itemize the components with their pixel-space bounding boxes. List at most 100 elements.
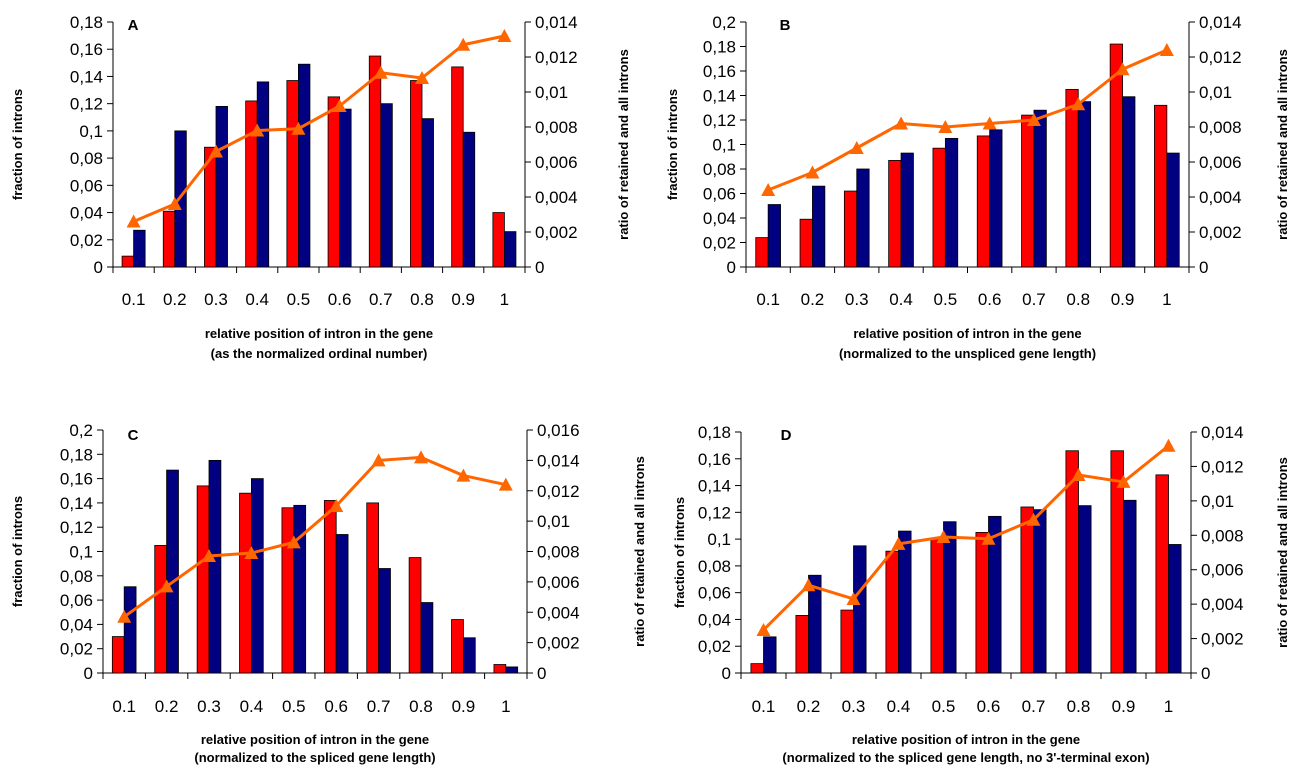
left-y-tick-label: 0,12	[698, 503, 731, 522]
ratio-line	[762, 444, 1170, 632]
bar-red	[196, 485, 210, 674]
bar-red	[154, 545, 167, 674]
bar-red	[795, 615, 809, 674]
right-y-tick-label: 0,002	[1201, 630, 1244, 649]
x-tick-label: 0.9	[1111, 290, 1135, 309]
x-tick-label: 0.1	[756, 290, 780, 309]
ratio-triangle-marker	[894, 116, 909, 130]
left-y-tick-label: 0,08	[70, 149, 103, 168]
right-y-tick-label: 0,008	[535, 118, 578, 137]
ratio-triangle-marker	[756, 622, 771, 636]
right-y-tick-label: 0,01	[535, 83, 568, 102]
ratio-triangle-marker	[938, 120, 953, 133]
x-tick-label: 0.2	[163, 290, 187, 309]
panel-letter: C	[128, 427, 139, 444]
bar-blue	[808, 574, 822, 674]
panel-letter: B	[780, 17, 791, 34]
bar-red	[930, 538, 944, 674]
left-y-tick-label: 0,08	[60, 567, 93, 586]
bar-red	[1021, 114, 1035, 268]
bar-red	[245, 100, 258, 268]
x-tick-label: 1	[500, 290, 509, 309]
right-y-tick-label: 0,002	[1199, 223, 1242, 242]
bar-red	[239, 492, 252, 674]
left-y-tick-label: 0,14	[70, 67, 103, 86]
ratio-triangle-marker	[250, 123, 265, 137]
right-y-axis-label: ratio of retained and all introns	[1275, 49, 1290, 240]
bar-red	[799, 218, 813, 268]
bar-blue	[1123, 499, 1137, 674]
right-y-tick-label: 0	[537, 664, 546, 683]
chart-panel-c: 0 0,02 0,04 0,06 0,08 0,1 0,12 0,14 0,16 0,18 0,2 0…	[10, 421, 647, 765]
left-y-axis-label: fraction of introns	[672, 497, 687, 608]
x-tick-label: 0.8	[1067, 697, 1091, 716]
bar-blue	[421, 118, 434, 268]
left-y-tick-label: 0,12	[60, 518, 93, 537]
left-y-tick-label: 0,1	[79, 122, 103, 141]
left-y-tick-label: 0,04	[70, 204, 103, 223]
right-y-tick-label: 0,012	[537, 482, 580, 501]
bar-blue	[1077, 101, 1092, 268]
bar-blue	[297, 63, 311, 268]
left-y-tick-label: 0,06	[703, 185, 736, 204]
x-tick-label: 0.9	[451, 290, 475, 309]
bar-blue	[900, 152, 914, 268]
bar-blue	[763, 636, 777, 674]
x-tick-label: 0.6	[977, 697, 1001, 716]
bar-red	[932, 147, 946, 268]
bar-blue	[250, 478, 264, 674]
right-y-tick-label: 0,008	[1199, 118, 1242, 137]
bar-red	[1154, 104, 1168, 268]
left-y-tick-label: 0	[727, 258, 736, 277]
bar-red	[121, 255, 135, 268]
bar-red	[750, 663, 764, 674]
bar-blue	[1122, 96, 1136, 268]
ratio-triangle-marker	[801, 578, 816, 592]
ratio-triangle-marker	[332, 99, 347, 112]
ratio-triangle-marker	[805, 165, 820, 179]
right-y-tick-label: 0,014	[535, 13, 578, 32]
left-y-tick-label: 0,02	[70, 231, 103, 250]
left-y-tick-label: 0,16	[70, 40, 103, 59]
right-y-tick-label: 0,01	[1201, 492, 1234, 511]
right-y-tick-label: 0,01	[1199, 83, 1232, 102]
bar-red	[162, 210, 176, 268]
left-y-tick-label: 0,06	[60, 591, 93, 610]
ratio-triangle-marker	[891, 536, 906, 550]
left-y-tick-label: 0,04	[703, 209, 736, 228]
right-y-tick-label: 0,004	[1199, 188, 1242, 207]
ratio-line	[133, 34, 505, 223]
x-tick-label: 0.2	[797, 697, 821, 716]
right-y-tick-label: 0	[1201, 664, 1210, 683]
ratio-triangle-marker	[159, 579, 174, 593]
x-tick-label: 1	[1162, 290, 1171, 309]
bar-blue	[335, 534, 349, 674]
ratio-triangle-marker	[1026, 113, 1041, 126]
x-tick-label: 0.8	[409, 697, 433, 716]
x-tick-label: 0.4	[887, 697, 911, 716]
bar-blue	[1033, 509, 1047, 674]
x-tick-label: 0.5	[932, 697, 956, 716]
left-y-tick-label: 0,18	[70, 13, 103, 32]
right-y-axis-label: ratio of retained and all introns	[616, 49, 631, 240]
left-y-tick-label: 0,04	[60, 615, 93, 634]
right-y-tick-label: 0,004	[537, 603, 580, 622]
chart-panel-b: 0 0,02 0,04 0,06 0,08 0,1 0,12 0,14 0,16 0,18 0,2 0…	[665, 13, 1290, 361]
left-y-axis-label: fraction of introns	[665, 89, 680, 200]
panel-letter: A	[128, 17, 139, 34]
left-y-tick-label: 0,12	[703, 111, 736, 130]
ratio-triangle-marker	[126, 214, 141, 228]
bar-red	[327, 96, 340, 268]
bar-red	[493, 664, 507, 674]
left-y-tick-label: 0,2	[712, 13, 736, 32]
ratio-triangle-marker	[117, 609, 132, 623]
ratio-triangle-marker	[167, 197, 182, 210]
bar-red	[451, 619, 464, 674]
right-y-tick-label: 0,012	[1201, 457, 1244, 476]
x-tick-label: 1	[501, 697, 510, 716]
ratio-triangle-marker	[291, 121, 306, 135]
ratio-triangle-marker	[1071, 97, 1086, 111]
bar-blue	[462, 131, 476, 268]
ratio-triangle-marker	[209, 144, 223, 158]
ratio-triangle-marker	[415, 71, 429, 84]
